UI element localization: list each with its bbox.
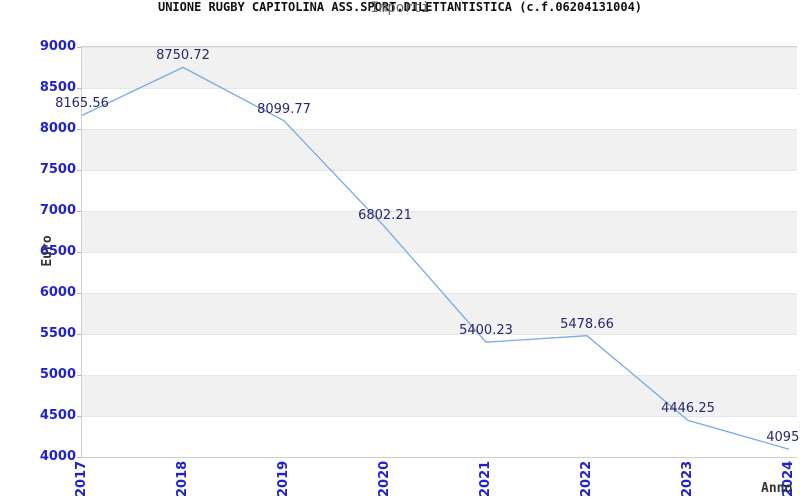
y-tick-label: 8500 bbox=[39, 80, 76, 95]
y-tick-mark bbox=[77, 170, 81, 171]
trend-line-layer bbox=[82, 66, 790, 450]
data-label: 8750.72 bbox=[156, 48, 210, 64]
y-tick-label: 6000 bbox=[39, 285, 76, 300]
y-tick-mark bbox=[77, 129, 81, 130]
x-tick-label: 2021 bbox=[478, 460, 493, 497]
y-tick-label: 6500 bbox=[39, 244, 76, 259]
trend-line bbox=[82, 66, 790, 450]
y-tick-mark bbox=[77, 375, 81, 376]
y-tick-label: 5500 bbox=[39, 326, 76, 341]
data-label: 8099.77 bbox=[257, 101, 311, 117]
data-label: 8165.56 bbox=[55, 96, 109, 112]
plot-area bbox=[81, 46, 797, 458]
y-tick-mark bbox=[77, 252, 81, 253]
y-tick-mark bbox=[77, 293, 81, 294]
x-tick-label: 2019 bbox=[276, 460, 291, 497]
data-label: 6802.21 bbox=[358, 208, 412, 224]
x-axis-title: Anno bbox=[761, 481, 793, 496]
y-tick-label: 4000 bbox=[39, 449, 76, 464]
data-label: 5400.23 bbox=[459, 323, 513, 339]
x-tick-label: 2018 bbox=[175, 460, 190, 497]
y-tick-mark bbox=[77, 47, 81, 48]
y-tick-label: 7000 bbox=[39, 203, 76, 218]
chart-title: UNIONE RUGBY CAPITOLINA ASS.SPORT.DILETT… bbox=[157, 0, 643, 14]
y-tick-label: 4500 bbox=[39, 408, 76, 423]
y-tick-label: 5000 bbox=[39, 367, 76, 382]
chart-subtitle: Importi bbox=[370, 0, 430, 16]
x-tick-label: 2022 bbox=[579, 460, 594, 497]
y-axis-title: Euro bbox=[40, 235, 55, 267]
y-tick-label: 8000 bbox=[39, 121, 76, 136]
x-tick-label: 2023 bbox=[680, 460, 695, 497]
data-label: 5478.66 bbox=[560, 316, 614, 332]
y-tick-label: 7500 bbox=[39, 162, 76, 177]
x-tick-label: 2020 bbox=[377, 460, 392, 497]
y-tick-mark bbox=[77, 416, 81, 417]
y-tick-mark bbox=[77, 334, 81, 335]
y-tick-label: 9000 bbox=[39, 39, 76, 54]
data-label: 4446.25 bbox=[661, 401, 715, 417]
x-tick-label: 2017 bbox=[74, 460, 89, 497]
data-label: 4095.2 bbox=[766, 430, 800, 446]
y-tick-mark bbox=[77, 457, 81, 458]
y-tick-mark bbox=[77, 211, 81, 212]
y-tick-mark bbox=[77, 88, 81, 89]
